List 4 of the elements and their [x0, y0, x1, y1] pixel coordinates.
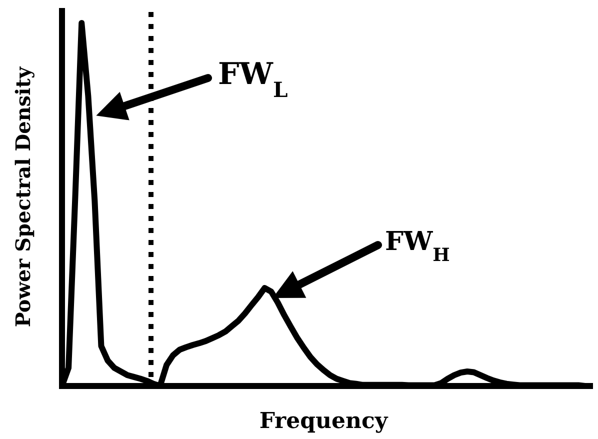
annotation: FW$_{L}$	[218, 57, 288, 102]
y-axis-title: Power Spectral Density	[11, 66, 35, 328]
annotation: FW$_{H}$	[385, 227, 450, 266]
x-axis-title: Frequency	[259, 408, 389, 434]
